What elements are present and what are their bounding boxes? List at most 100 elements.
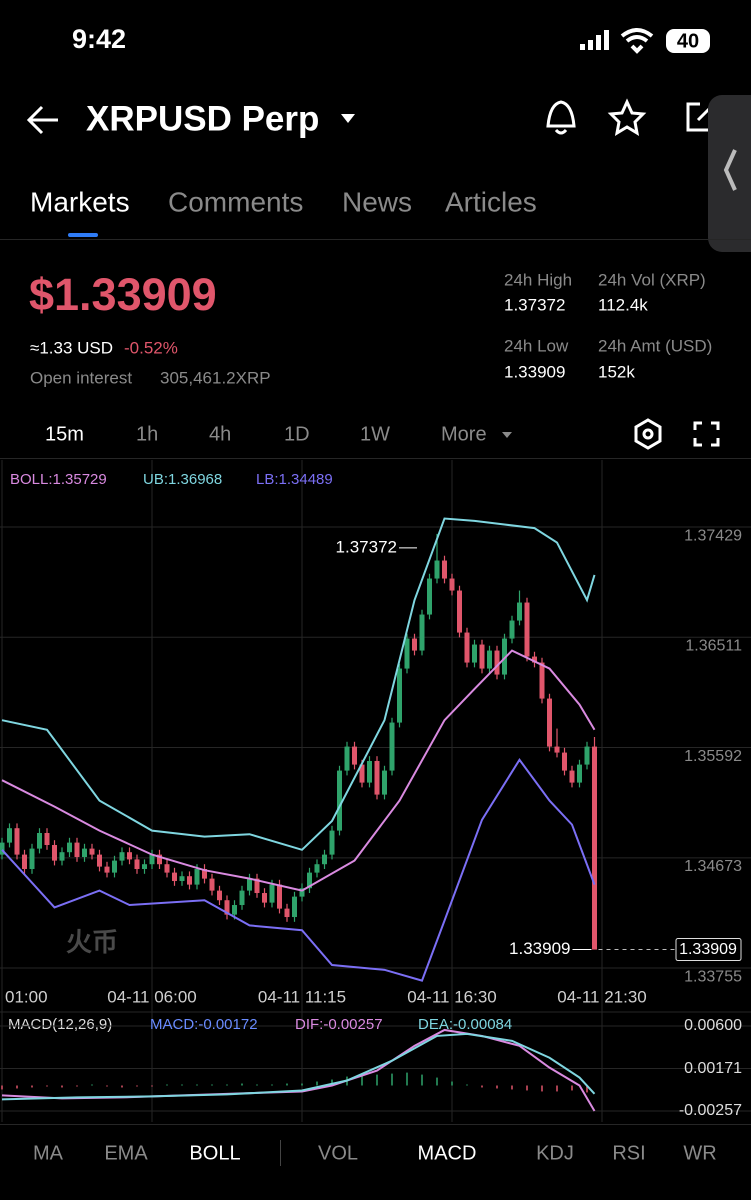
bell-icon[interactable]: [546, 100, 576, 135]
interval[interactable]: 1W: [360, 423, 390, 445]
interval[interactable]: 1D: [284, 423, 310, 445]
candle-body: [412, 638, 417, 651]
candle-body: [442, 560, 447, 579]
legend-label: UB:1.36968: [143, 471, 222, 488]
macd-bar: [181, 1084, 183, 1086]
candle-body: [247, 878, 252, 891]
stat-value: 152k: [598, 362, 635, 381]
interval[interactable]: More: [441, 423, 487, 445]
indicator-tab[interactable]: MA: [33, 1142, 64, 1164]
candle-body: [29, 848, 35, 870]
macd-bar: [61, 1085, 63, 1088]
candle-body: [307, 872, 312, 889]
macd-bar: [556, 1085, 558, 1092]
macd-bar: [571, 1085, 573, 1091]
macd-bar: [406, 1072, 408, 1086]
indicator-tab[interactable]: EMA: [104, 1142, 148, 1164]
settings-icon[interactable]: [634, 418, 662, 450]
tab[interactable]: Markets: [30, 186, 130, 217]
fullscreen-icon[interactable]: [693, 421, 720, 447]
approx-price: ≈1.33 USD: [30, 338, 113, 357]
candle-body: [374, 760, 380, 795]
macd-bar: [256, 1084, 258, 1086]
candle-body: [232, 905, 237, 915]
status-time: 9:42: [72, 24, 126, 54]
candle-body: [187, 876, 192, 885]
candle-body: [562, 752, 567, 771]
indicator-tab[interactable]: WR: [683, 1142, 716, 1164]
tab[interactable]: News: [342, 186, 412, 217]
indicator-tab[interactable]: RSI: [612, 1142, 645, 1164]
candle-body: [329, 830, 335, 855]
candle-body: [322, 854, 327, 865]
macd-bar: [151, 1085, 153, 1087]
candle-body: [269, 884, 275, 903]
candle-body: [299, 888, 305, 897]
macd-bar: [451, 1081, 453, 1086]
x-tick-label: 04-11 16:30: [407, 987, 496, 1006]
y-tick-label: 1.33755: [684, 968, 742, 985]
macd-bar: [286, 1083, 288, 1086]
indicator-tab[interactable]: KDJ: [536, 1142, 574, 1164]
candle-body: [119, 852, 125, 861]
stat-label: 24h High: [504, 270, 572, 289]
macd-bar: [166, 1084, 168, 1086]
interval[interactable]: 1h: [136, 423, 158, 445]
y-tick-label: 1.36511: [685, 637, 742, 654]
candle-body: [59, 852, 65, 861]
candle-body: [74, 842, 80, 858]
candle-body: [404, 638, 410, 669]
stat-value: 1.33909: [504, 362, 565, 381]
x-tick-label: 04-11 21:30: [557, 987, 646, 1006]
back-button[interactable]: [26, 105, 58, 135]
stat-value: 112.4k: [598, 295, 648, 314]
macd-bar: [391, 1073, 393, 1086]
legend-label: MACD:-0.00172: [150, 1016, 258, 1033]
macd-bar: [541, 1085, 543, 1092]
boll-line: [1, 758, 596, 982]
macd-bar: [106, 1085, 108, 1087]
macd-bar: [241, 1083, 243, 1086]
stat-label: 24h Vol (XRP): [598, 270, 706, 289]
y-tick-label: 1.34673: [684, 858, 742, 875]
header-title[interactable]: XRPUSD Perp: [86, 99, 319, 138]
indicator-tab[interactable]: VOL: [318, 1142, 358, 1164]
candle-body: [434, 560, 440, 579]
interval[interactable]: 4h: [209, 423, 231, 445]
high-label: 1.37372: [336, 537, 397, 556]
candle-body: [142, 864, 147, 870]
candle-body: [532, 656, 537, 663]
macd-bar: [526, 1085, 528, 1091]
candle-body: [389, 722, 395, 771]
candle-body: [14, 828, 20, 855]
candle-body: [0, 842, 5, 855]
star-icon[interactable]: [607, 98, 647, 136]
candle-body: [157, 854, 162, 865]
title-dropdown[interactable]: [341, 114, 355, 123]
candle-body: [314, 864, 320, 873]
indicator-tab[interactable]: MACD: [418, 1142, 477, 1164]
candle-body: [104, 866, 110, 873]
indicator-tab[interactable]: BOLL: [189, 1142, 240, 1164]
legend-label: BOLL:1.35729: [10, 471, 107, 488]
candle-body: [449, 578, 455, 591]
tab[interactable]: Articles: [445, 186, 537, 217]
y-tick-label: -0.00257: [679, 1102, 742, 1119]
last-price: $1.33909: [29, 269, 217, 320]
macd-bar: [361, 1075, 363, 1086]
tab[interactable]: Comments: [168, 186, 303, 217]
candle-body: [359, 764, 365, 783]
battery-level: 40: [677, 30, 699, 52]
candle-body: [517, 602, 522, 621]
x-tick-label: 04-11 11:15: [258, 987, 346, 1006]
candle-body: [539, 662, 545, 699]
watermark: 火币: [66, 927, 118, 957]
y-tick-label: 1.37429: [684, 527, 742, 544]
macd-bar: [511, 1085, 513, 1090]
candle-body: [457, 590, 462, 633]
interval[interactable]: 15m: [45, 423, 84, 445]
candle-body: [344, 746, 350, 771]
macd-bar: [331, 1079, 333, 1086]
